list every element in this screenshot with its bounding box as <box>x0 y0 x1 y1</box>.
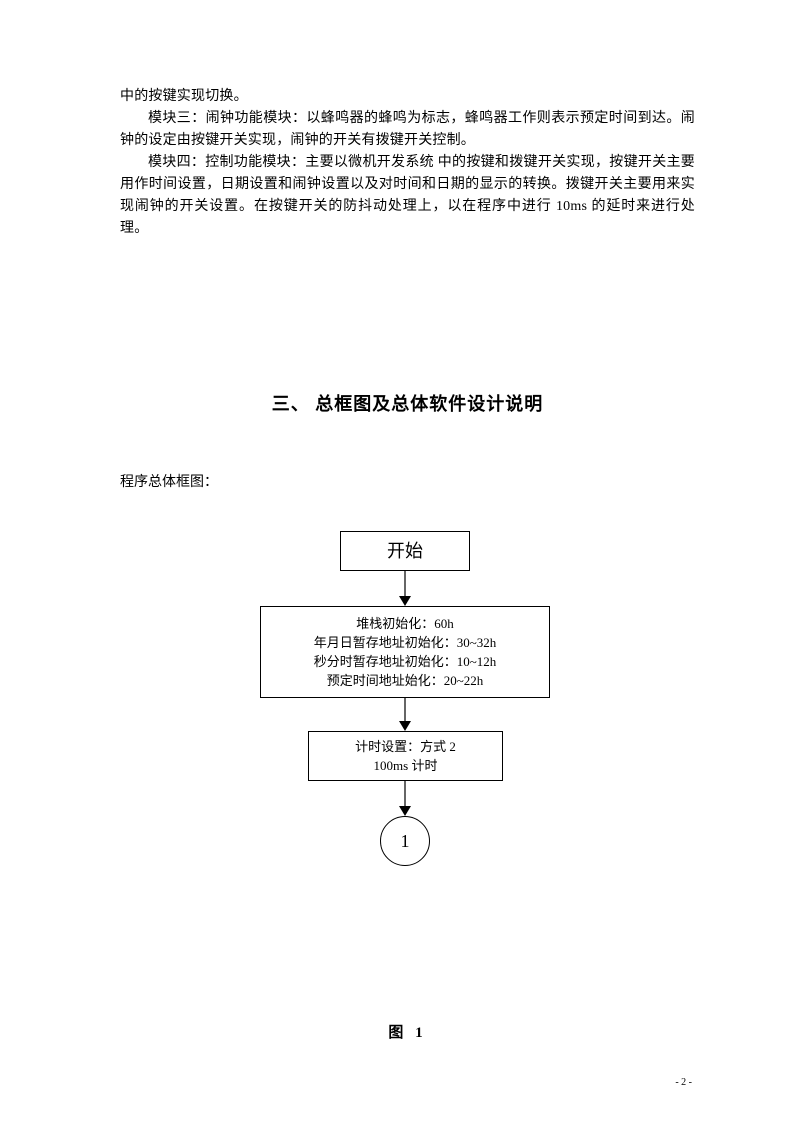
init-line-3: 秒分时暂存地址初始化：10~12h <box>314 652 497 671</box>
timer-line-2: 100ms 计时 <box>374 756 438 775</box>
flowchart-arrow-3 <box>405 781 406 816</box>
flowchart-node-connector: 1 <box>380 816 430 866</box>
paragraph-3: 模块四：控制功能模块：主要以微机开发系统 中的按键和拨键开关实现，按键开关主要用… <box>120 152 695 240</box>
init-line-4: 预定时间地址始化：20~22h <box>327 671 484 690</box>
section-title: 三、 总框图及总体软件设计说明 <box>120 390 695 416</box>
flowchart-arrow-1 <box>405 571 406 606</box>
subsection-label: 程序总体框图： <box>120 471 695 491</box>
flowchart-node-init: 堆栈初始化：60h 年月日暂存地址初始化：30~32h 秒分时暂存地址初始化：1… <box>260 606 550 698</box>
flowchart-node-timer: 计时设置：方式 2 100ms 计时 <box>308 731 503 781</box>
paragraph-1: 中的按键实现切换。 <box>120 86 695 108</box>
flowchart-arrow-2 <box>405 698 406 731</box>
init-line-2: 年月日暂存地址初始化：30~32h <box>314 633 497 652</box>
page-number: - 2 - <box>675 1077 692 1088</box>
node-start-label: 开始 <box>387 542 423 561</box>
flowchart-node-start: 开始 <box>340 531 470 571</box>
paragraph-2: 模块三：闹钟功能模块：以蜂鸣器的蜂鸣为标志，蜂鸣器工作则表示预定时间到达。闹钟的… <box>120 108 695 152</box>
page-content: 中的按键实现切换。 模块三：闹钟功能模块：以蜂鸣器的蜂鸣为标志，蜂鸣器工作则表示… <box>120 86 695 1042</box>
timer-line-1: 计时设置：方式 2 <box>355 737 456 756</box>
figure-label: 图 1 <box>120 1021 695 1042</box>
init-line-1: 堆栈初始化：60h <box>356 614 454 633</box>
connector-label: 1 <box>401 831 410 852</box>
flowchart: 开始 堆栈初始化：60h 年月日暂存地址初始化：30~32h 秒分时暂存地址初始… <box>120 531 695 951</box>
